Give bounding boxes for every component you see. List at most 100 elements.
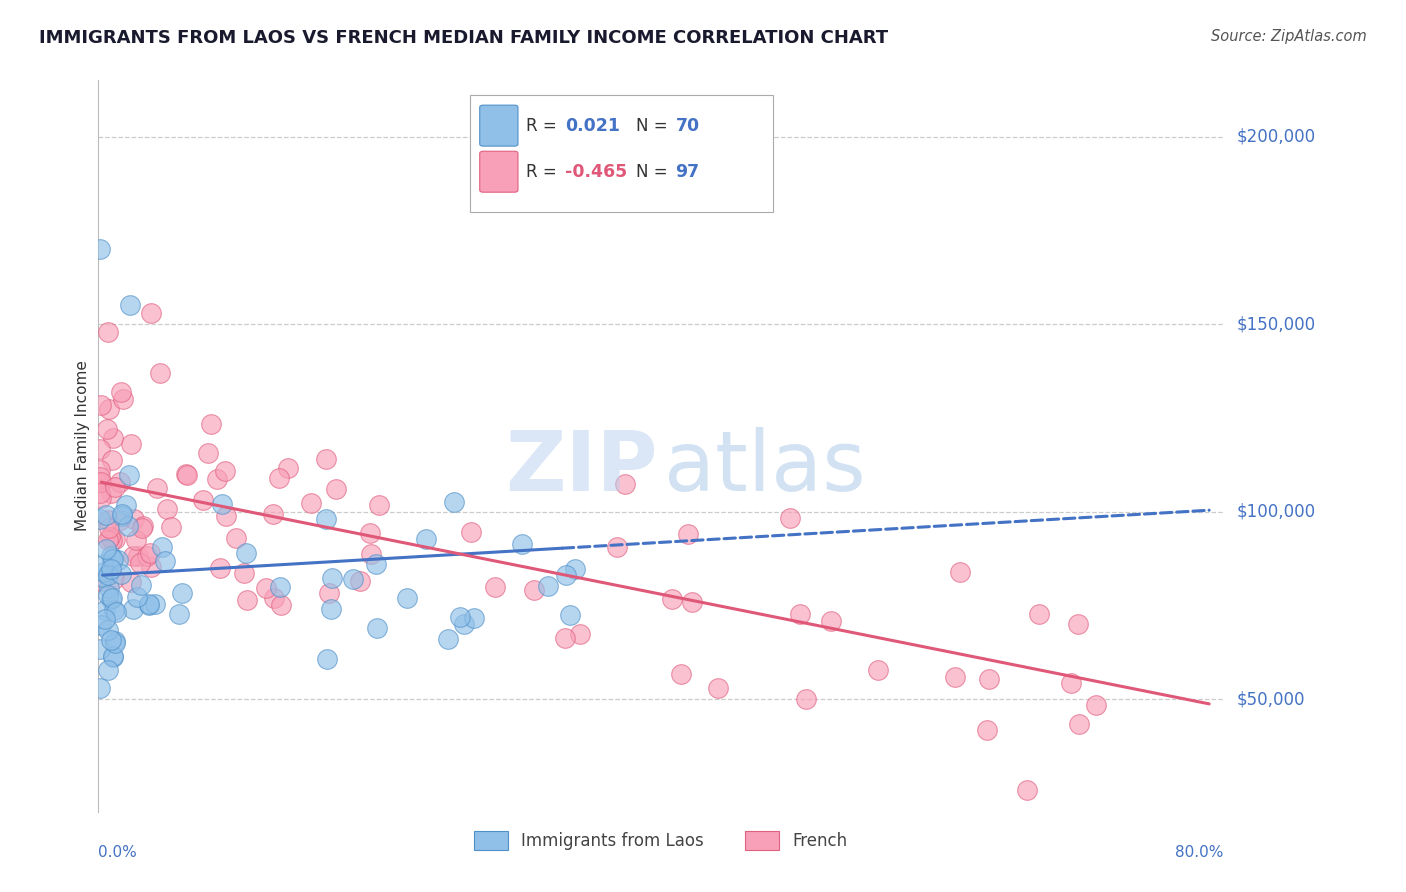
Point [98,530,121,544]
Point [979,672,1001,686]
Point [110,566,132,581]
Point [205,472,228,486]
Point [148,366,170,380]
Point [114,498,136,512]
Text: $50,000: $50,000 [1237,690,1306,708]
Point [101,649,124,664]
Point [318,586,340,600]
Point [89,475,111,490]
Point [97,325,120,339]
Point [197,446,219,460]
Point [613,477,636,491]
Text: $100,000: $100,000 [1237,503,1316,521]
Point [138,598,160,612]
Point [89,469,111,483]
Point [100,632,122,647]
Point [94,612,117,626]
Point [89,642,111,657]
Point [215,509,238,524]
Point [97,623,120,637]
Point [661,592,683,607]
Text: atlas: atlas [664,427,866,508]
Point [225,531,247,545]
Point [89,681,111,695]
Text: N =: N = [636,117,668,135]
Point [90,491,112,505]
Text: 80.0%: 80.0% [1175,845,1223,860]
Point [108,475,131,490]
FancyBboxPatch shape [479,105,517,146]
Point [367,499,389,513]
Point [191,493,214,508]
Point [108,513,131,527]
Text: 97: 97 [675,162,700,181]
Point [554,568,576,582]
Point [211,497,233,511]
Point [104,532,127,546]
Point [160,520,183,534]
Point [117,519,139,533]
Point [89,463,111,477]
Text: $150,000: $150,000 [1237,315,1316,333]
Point [100,485,122,500]
Text: 0.021: 0.021 [565,117,620,135]
Point [460,524,482,539]
Point [112,392,135,406]
Point [484,580,506,594]
Point [156,502,179,516]
Point [127,549,149,563]
Point [129,556,152,570]
Point [104,633,127,648]
Point [779,510,801,524]
Point [463,611,485,625]
Point [262,507,284,521]
Point [364,558,387,572]
Point [94,508,117,523]
Point [1028,607,1050,621]
Point [96,541,118,556]
Point [105,605,128,619]
Point [564,561,586,575]
Point [707,681,730,695]
Point [263,591,285,605]
Point [299,496,322,510]
Point [94,603,117,617]
Point [101,551,124,566]
Point [794,691,817,706]
Point [122,549,145,563]
Point [1067,717,1090,731]
Point [100,561,122,575]
Point [97,663,120,677]
Point [1067,617,1090,632]
Point [101,591,124,606]
Point [396,591,419,606]
Point [138,599,160,613]
Point [437,632,460,646]
Point [97,521,120,535]
Point [96,422,118,436]
Point [141,306,163,320]
Point [89,242,111,256]
Point [121,602,143,616]
Point [174,467,197,481]
Point [103,603,125,617]
Point [93,566,115,580]
Point [97,533,120,547]
Text: Source: ZipAtlas.com: Source: ZipAtlas.com [1211,29,1367,44]
Point [120,574,142,589]
Point [131,521,153,535]
Point [100,592,122,607]
Point [124,512,146,526]
Point [415,532,437,546]
Text: 0.0%: 0.0% [98,845,138,860]
Point [319,602,342,616]
Point [146,481,169,495]
Point [443,495,465,509]
Point [682,595,704,609]
Point [315,512,337,526]
Point [100,549,122,563]
Text: -0.465: -0.465 [565,162,627,181]
Point [100,552,122,566]
Point [233,566,256,581]
Text: ZIP: ZIP [505,427,658,508]
